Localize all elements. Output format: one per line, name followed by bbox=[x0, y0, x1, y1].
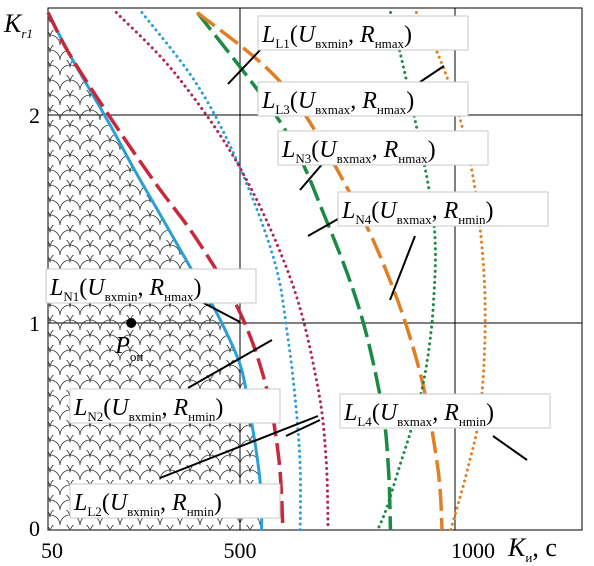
curve-blue-dotted bbox=[140, 11, 303, 532]
label-text: LL1(Uвхmin, Rнmax) bbox=[261, 22, 412, 51]
x-tick-label: 1000 bbox=[451, 538, 495, 563]
x-tick-label: 50 bbox=[41, 538, 63, 563]
leader-line bbox=[389, 235, 416, 301]
label-text: LL3(Uвхmax, Rнmax) bbox=[261, 88, 414, 117]
axis-titles: Kr1 Kи, с bbox=[3, 9, 557, 565]
label-text: LN2(Uвхmin, Rнmin) bbox=[73, 395, 223, 424]
y-tick-label: 0 bbox=[29, 516, 40, 541]
label-box bbox=[277, 130, 489, 166]
label-text: LN1(Uвхmin, Rнmax) bbox=[49, 275, 201, 304]
label-box bbox=[45, 268, 257, 304]
curve-label-l4: LL4(Uвхmax, Rнmin) bbox=[339, 393, 551, 429]
x-axis-title: Kи, с bbox=[507, 533, 557, 565]
label-leader-lines bbox=[159, 47, 528, 479]
curve-red-dashed bbox=[46, 11, 285, 531]
label-text: LL2(Uвхmin, Rнmin) bbox=[73, 490, 222, 519]
leader-line bbox=[285, 419, 321, 437]
label-box bbox=[339, 393, 551, 429]
curve-blue-solid bbox=[46, 11, 264, 531]
leader-line bbox=[159, 415, 319, 479]
curve-label-l3: LL3(Uвхmax, Rнmax) bbox=[257, 81, 469, 117]
curve-label-n1: LN1(Uвхmin, Rнmax) bbox=[45, 268, 257, 304]
operating-point: Pоп bbox=[114, 318, 143, 364]
leader-line bbox=[419, 65, 445, 83]
label-box bbox=[257, 15, 469, 51]
leader-line bbox=[492, 435, 528, 461]
leader-line bbox=[227, 47, 263, 85]
label-box bbox=[257, 81, 469, 117]
curve-green-dotted bbox=[376, 11, 437, 532]
label-box bbox=[337, 191, 549, 227]
label-text: LL4(Uвхmax, Rнmin) bbox=[343, 400, 494, 429]
leader-line bbox=[187, 339, 273, 389]
curve-label-l1: LL1(Uвхmin, Rнmax) bbox=[257, 15, 469, 51]
label-text: LN3(Uвхmax, Rнmax) bbox=[281, 137, 436, 166]
y-axis-title: Kr1 bbox=[3, 9, 33, 41]
curve-purple-dotted bbox=[114, 11, 330, 532]
y-tick-label: 1 bbox=[29, 311, 40, 336]
y-tick-label: 2 bbox=[29, 103, 40, 128]
curve-label-n4: LN4(Uвхmax, Rнmin) bbox=[337, 191, 549, 227]
curve-label-n3: LN3(Uвхmax, Rнmax) bbox=[277, 130, 489, 166]
label-text: LN4(Uвхmax, Rнmin) bbox=[341, 198, 493, 227]
label-box bbox=[69, 483, 281, 519]
x-tick-label: 500 bbox=[224, 538, 257, 563]
curve-orange-dotted bbox=[414, 11, 487, 532]
operating-point-marker bbox=[126, 318, 137, 328]
curve-labels: LL1(Uвхmin, Rнmax) LL3(Uвхmax, Rнmax) LN3(… bbox=[45, 15, 551, 519]
curve-label-l2: LL2(Uвхmin, Rнmin) bbox=[69, 483, 281, 519]
tick-labels: 50 500 1000 0 1 2 bbox=[29, 103, 495, 563]
operating-point-label: Pоп bbox=[114, 333, 143, 364]
label-box bbox=[69, 388, 281, 424]
curve-orange-dashed bbox=[196, 11, 444, 531]
curve-label-n2: LN2(Uвхmin, Rнmin) bbox=[69, 388, 281, 424]
leader-line bbox=[197, 299, 241, 323]
